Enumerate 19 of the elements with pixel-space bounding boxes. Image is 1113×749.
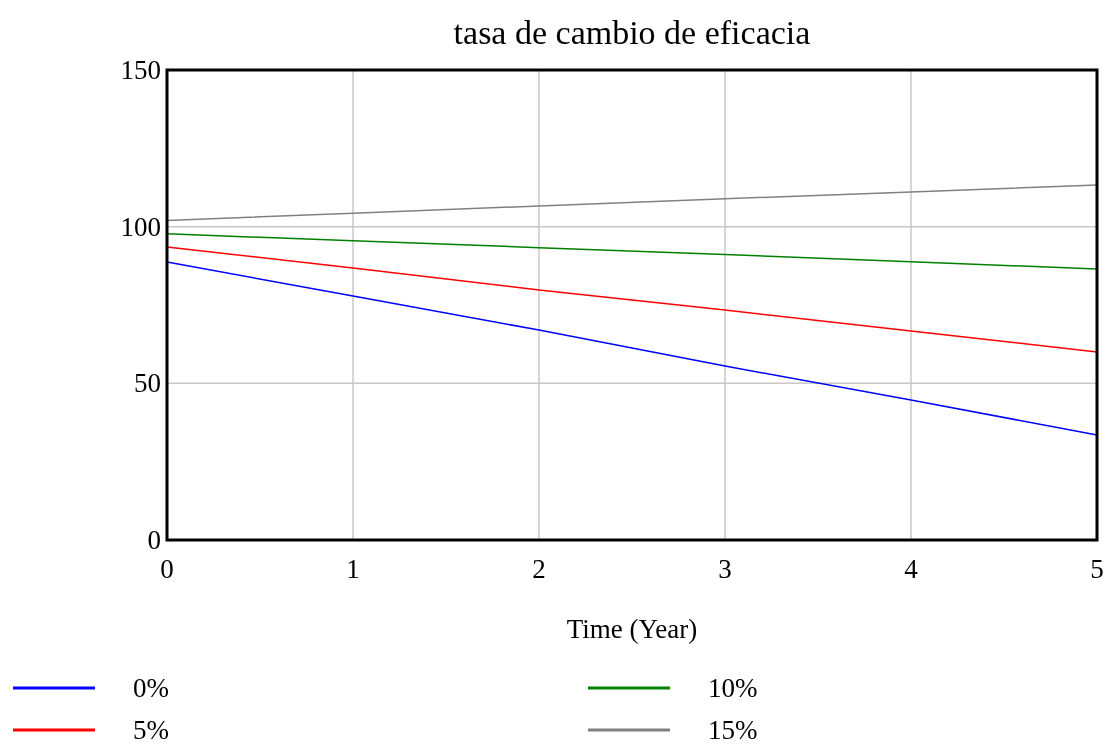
- line-series: [166, 261, 1098, 436]
- chart-title: tasa de cambio de eficacia: [453, 14, 811, 51]
- legend-label: 0%: [133, 673, 169, 703]
- legend-label: 15%: [708, 715, 758, 745]
- line-series: [166, 233, 1098, 270]
- x-tick-label: 2: [532, 554, 546, 584]
- y-tick-label: 0: [147, 525, 161, 555]
- x-tick-label: 5: [1090, 554, 1104, 584]
- line-series: [166, 246, 1098, 353]
- y-tick-label: 50: [134, 368, 161, 399]
- legend-label: 5%: [133, 715, 169, 745]
- x-tick-label: 4: [904, 554, 919, 584]
- y-tick-label: 150: [120, 55, 161, 85]
- x-tick-label: 1: [346, 554, 360, 584]
- y-tick-label: 100: [120, 211, 161, 242]
- x-axis-title: Time (Year): [566, 614, 698, 644]
- x-tick-label: 3: [718, 554, 732, 584]
- line-series: [166, 184, 1098, 222]
- legend-label: 10%: [708, 673, 758, 703]
